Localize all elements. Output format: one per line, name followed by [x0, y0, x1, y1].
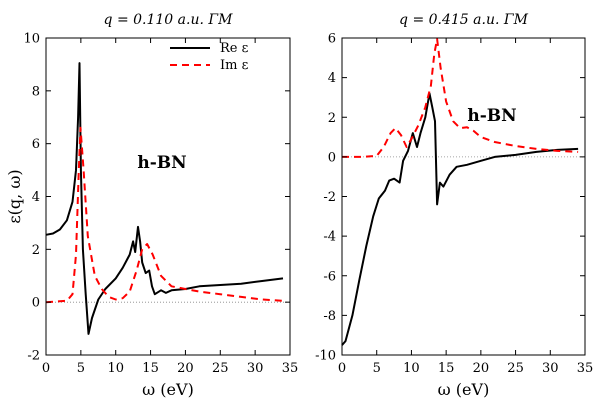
legend-entry: Im ε [220, 58, 249, 73]
y-tick-label: -2 [27, 349, 40, 364]
panel-title: q = 0.415 a.u. ΓM [399, 12, 529, 28]
x-tick-label: 0 [42, 361, 50, 376]
series-line-re [45, 62, 284, 335]
y-tick-label: 8 [32, 84, 40, 99]
x-axis-label: ω (eV) [438, 380, 490, 399]
y-tick-label: 2 [328, 111, 336, 126]
y-tick-label: 0 [328, 150, 336, 165]
series-line-im [45, 126, 284, 304]
y-tick-label: 10 [23, 32, 40, 47]
x-axis-label: ω (eV) [142, 380, 194, 399]
panel-2 [341, 37, 586, 356]
plot-frame [341, 37, 586, 356]
x-tick-label: 35 [282, 361, 299, 376]
y-tick-label: -8 [323, 309, 336, 324]
series-line-re [341, 92, 579, 346]
x-tick-label: 25 [507, 361, 524, 376]
material-annotation: h-BN [467, 106, 516, 126]
x-tick-label: 5 [373, 361, 381, 376]
y-tick-label: 4 [32, 190, 40, 205]
series-line-im [342, 38, 579, 158]
legend-entry: Re ε [220, 41, 249, 56]
y-tick-label: 6 [328, 32, 336, 47]
y-tick-label: -6 [323, 269, 336, 284]
y-tick-label: -4 [323, 230, 336, 245]
y-axis-label: ε(q, ω) [5, 169, 24, 223]
panel-1 [45, 37, 291, 356]
y-tick-label: 2 [32, 243, 40, 258]
x-tick-label: 30 [247, 361, 264, 376]
y-tick-label: 6 [32, 137, 40, 152]
x-tick-label: 10 [403, 361, 420, 376]
material-annotation: h-BN [137, 153, 186, 173]
x-tick-label: 25 [212, 361, 229, 376]
y-tick-label: 0 [32, 296, 40, 311]
x-tick-label: 20 [473, 361, 490, 376]
x-tick-label: 5 [77, 361, 85, 376]
x-tick-label: 15 [142, 361, 159, 376]
y-tick-label: -10 [315, 349, 336, 364]
x-tick-label: 10 [107, 361, 124, 376]
x-tick-label: 15 [438, 361, 455, 376]
y-tick-label: 4 [328, 71, 336, 86]
x-tick-label: 0 [338, 361, 346, 376]
x-tick-label: 30 [542, 361, 559, 376]
plot-frame [45, 37, 291, 356]
panel-title: q = 0.110 a.u. ΓM [104, 12, 234, 28]
x-tick-label: 20 [177, 361, 194, 376]
x-tick-label: 35 [577, 361, 594, 376]
y-tick-label: -2 [323, 190, 336, 205]
